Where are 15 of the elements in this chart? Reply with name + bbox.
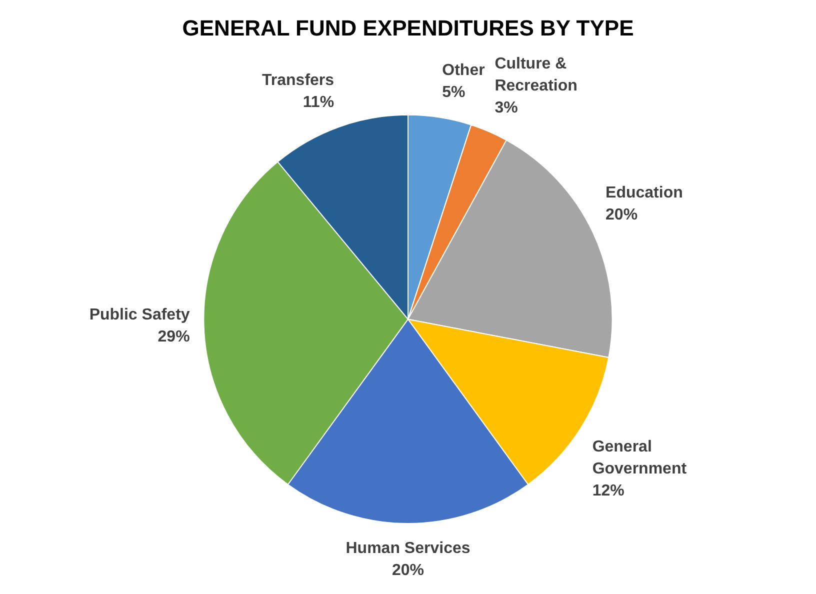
data-label: 5% [442, 84, 466, 101]
slice-label: Public Safety [89, 306, 190, 324]
data-label: 12% [592, 482, 624, 500]
slice-label: Education [606, 184, 683, 202]
data-label: 20% [392, 562, 424, 579]
slice-label: Other [442, 62, 485, 79]
chart-title: GENERAL FUND EXPENDITURES BY TYPE [182, 15, 634, 40]
slice-label: Human Services [346, 540, 470, 557]
slice-label: Transfers [262, 72, 334, 90]
data-label: 29% [158, 328, 190, 346]
slice-label: General Government [592, 438, 688, 478]
data-label: 3% [494, 99, 518, 116]
data-label: 11% [302, 94, 334, 112]
slice-label: Culture & Recreation [494, 55, 578, 94]
data-label: 20% [606, 206, 638, 224]
